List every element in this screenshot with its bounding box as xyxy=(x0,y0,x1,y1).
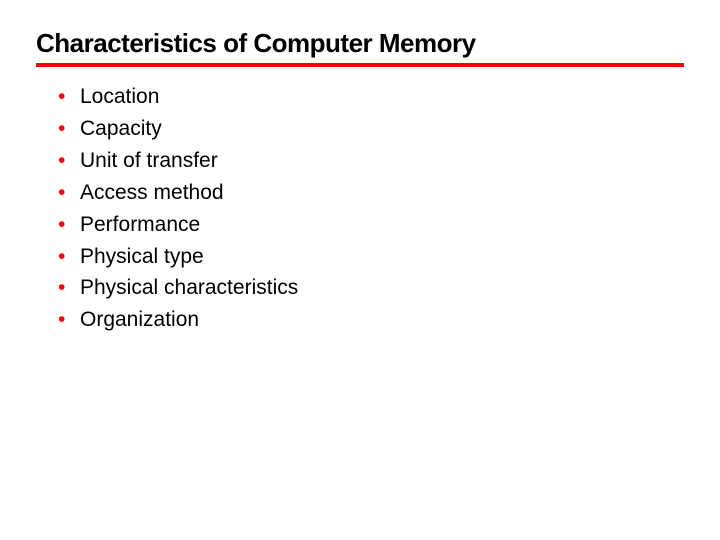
list-item: Organization xyxy=(58,304,684,336)
title-underline xyxy=(36,63,684,67)
list-item: Location xyxy=(58,81,684,113)
slide-container: Characteristics of Computer Memory Locat… xyxy=(0,0,720,540)
list-item: Unit of transfer xyxy=(58,145,684,177)
list-item: Performance xyxy=(58,209,684,241)
list-item: Physical type xyxy=(58,241,684,273)
bullet-list: Location Capacity Unit of transfer Acces… xyxy=(36,81,684,336)
slide-title: Characteristics of Computer Memory xyxy=(36,28,684,63)
list-item: Capacity xyxy=(58,113,684,145)
list-item: Physical characteristics xyxy=(58,272,684,304)
list-item: Access method xyxy=(58,177,684,209)
